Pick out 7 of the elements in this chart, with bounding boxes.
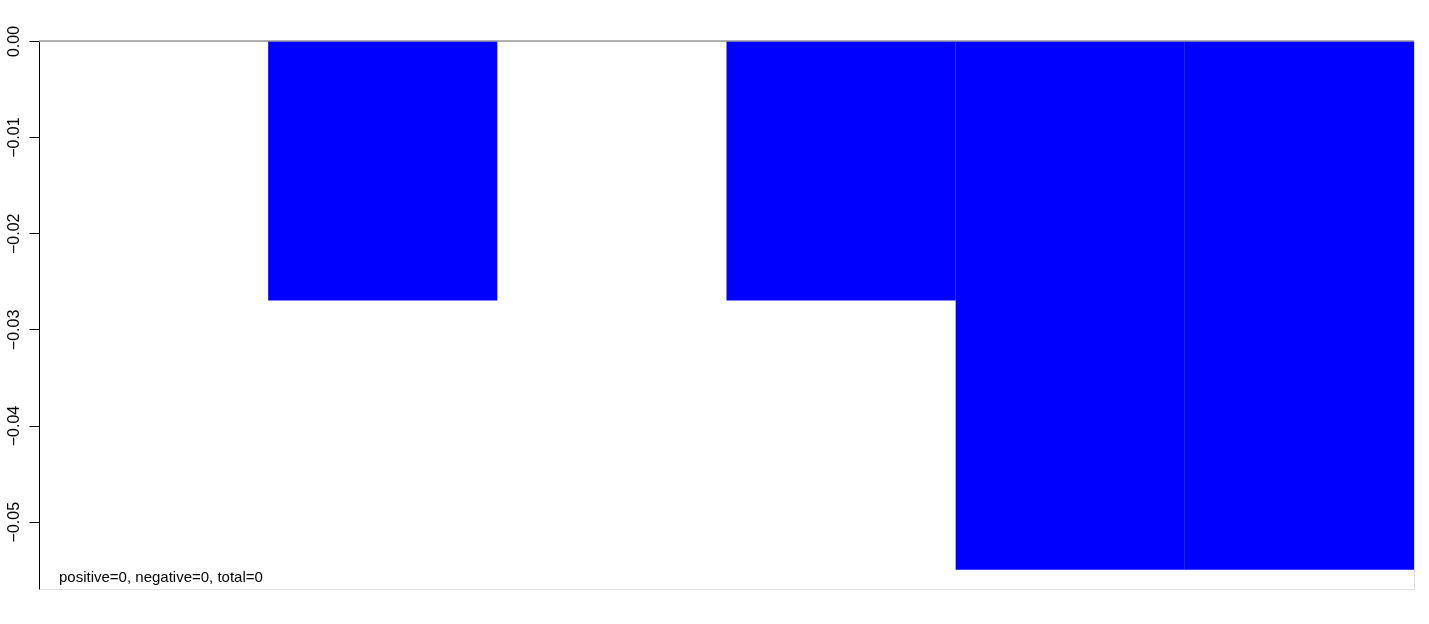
y-tick-label: −0.04: [4, 405, 22, 447]
y-tick-label: 0.00: [4, 25, 22, 58]
y-tick-label: −0.03: [4, 309, 22, 351]
y-tick-label: −0.01: [4, 117, 22, 158]
annotation: positive=0, negative=0, total=0: [59, 568, 263, 585]
y-tick-label: −0.05: [4, 501, 22, 543]
y-tick-label: −0.02: [4, 213, 22, 255]
